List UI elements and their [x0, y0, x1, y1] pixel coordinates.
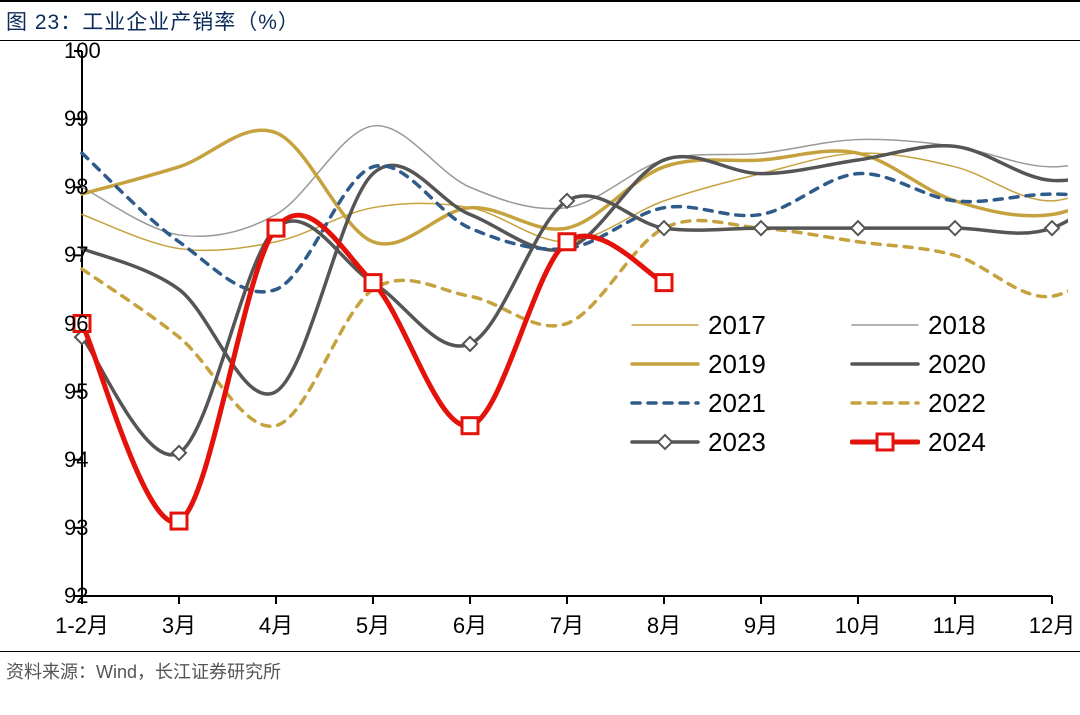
legend-label: 2023: [708, 427, 766, 458]
legend-label: 2020: [928, 349, 986, 380]
legend-item-2017: 2017: [630, 310, 830, 341]
legend-label: 2021: [708, 388, 766, 419]
series-marker-2023: [657, 221, 671, 235]
legend-item-2024: 2024: [850, 427, 1050, 458]
series-marker-2024: [365, 275, 381, 291]
y-axis-tick-label: 93: [64, 515, 70, 541]
legend-item-2021: 2021: [630, 388, 830, 419]
legend-swatch: [630, 429, 700, 455]
series-line-2021: [82, 153, 1068, 292]
x-axis-tick-label: 10月: [835, 604, 881, 640]
series-marker-2023: [754, 221, 768, 235]
series-marker-2023: [948, 221, 962, 235]
chart-area: 9293949596979899100 1-2月3月4月5月6月7月8月9月10…: [12, 41, 1068, 651]
x-axis-tick-label: 3月: [162, 604, 196, 640]
legend-item-2023: 2023: [630, 427, 830, 458]
y-axis-tick-label: 98: [64, 174, 70, 200]
series-marker-2023: [851, 221, 865, 235]
series-marker-2024: [559, 234, 575, 250]
y-axis-tick-label: 96: [64, 311, 70, 337]
series-marker-2024: [462, 418, 478, 434]
legend-swatch: [850, 351, 920, 377]
x-axis-tick-label: 8月: [647, 604, 681, 640]
legend-swatch: [850, 312, 920, 338]
series-marker-2024: [171, 513, 187, 529]
legend-label: 2019: [708, 349, 766, 380]
legend-label: 2017: [708, 310, 766, 341]
y-axis-tick-label: 94: [64, 447, 70, 473]
legend-swatch: [630, 312, 700, 338]
x-axis-tick-label: 7月: [550, 604, 584, 640]
legend-swatch: [850, 429, 920, 455]
series-line-2018: [82, 126, 1068, 237]
x-axis-tick-label: 1-2月: [55, 604, 109, 640]
series-marker-2023: [1045, 221, 1059, 235]
legend-item-2019: 2019: [630, 349, 830, 380]
legend-swatch: [630, 351, 700, 377]
y-axis-tick-label: 99: [64, 106, 70, 132]
series-line-2024: [82, 215, 664, 522]
x-axis-tick-label: 12月: [1029, 604, 1075, 640]
legend-swatch: [630, 390, 700, 416]
series-marker-2024: [268, 220, 284, 236]
x-axis-tick-label: 6月: [453, 604, 487, 640]
series-marker-2024: [656, 275, 672, 291]
x-axis-tick-label: 5月: [356, 604, 390, 640]
y-axis-tick-label: 95: [64, 379, 70, 405]
legend-item-2020: 2020: [850, 349, 1050, 380]
legend-label: 2024: [928, 427, 986, 458]
legend-swatch: [850, 390, 920, 416]
legend-item-2022: 2022: [850, 388, 1050, 419]
y-axis-tick-label: 100: [64, 38, 70, 64]
source-footer: 资料来源：Wind，长江证券研究所: [0, 651, 1080, 684]
legend: 2017 2018 2019 2020 2021 2022 2023 2024: [630, 310, 1070, 458]
legend-label: 2022: [928, 388, 986, 419]
x-axis-tick-label: 4月: [259, 604, 293, 640]
x-axis-tick-label: 11月: [933, 604, 978, 640]
y-axis-tick-label: 97: [64, 242, 70, 268]
legend-label: 2018: [928, 310, 986, 341]
legend-item-2018: 2018: [850, 310, 1050, 341]
chart-title: 图 23：工业企业产销率（%）: [0, 0, 1080, 41]
x-axis-tick-label: 9月: [744, 604, 778, 640]
